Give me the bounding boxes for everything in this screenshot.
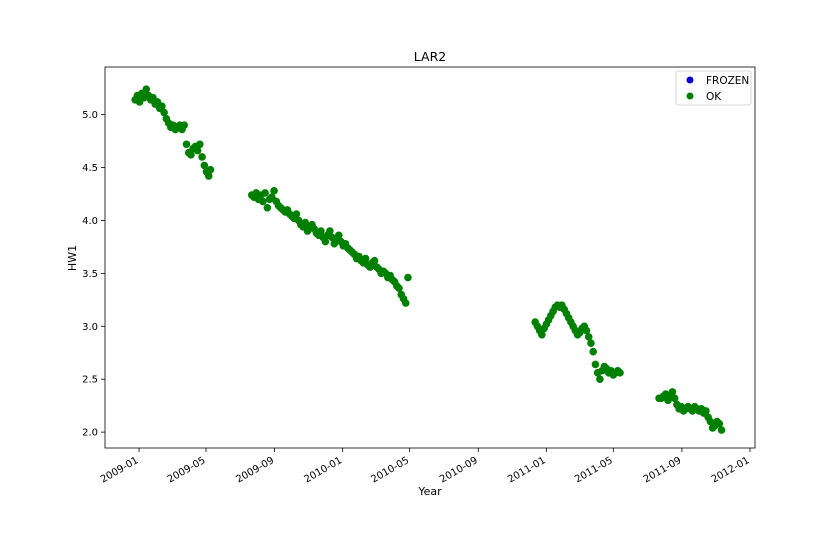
data-point bbox=[584, 333, 593, 341]
legend-label-frozen: FROZEN bbox=[706, 75, 749, 87]
data-point bbox=[589, 347, 597, 356]
x-tick-label: 2009-05 bbox=[166, 455, 208, 485]
plot-frame bbox=[104, 66, 756, 449]
x-axis-label: Year bbox=[417, 485, 442, 498]
y-tick-label: 2.5 bbox=[82, 375, 98, 386]
data-point bbox=[261, 189, 269, 197]
data-point bbox=[538, 330, 546, 339]
y-tick-label: 4.5 bbox=[82, 163, 98, 174]
data-point bbox=[587, 339, 595, 348]
x-tick-label: 2009-09 bbox=[234, 455, 276, 485]
data-point bbox=[198, 153, 206, 161]
data-point bbox=[668, 388, 677, 396]
legend: FROZEN OK bbox=[675, 70, 752, 106]
data-point bbox=[616, 369, 624, 377]
data-point bbox=[401, 299, 410, 307]
data-point bbox=[317, 227, 325, 235]
data-point bbox=[404, 273, 412, 282]
data-point bbox=[361, 254, 370, 263]
data-point bbox=[200, 161, 209, 170]
y-axis-label: HW1 bbox=[66, 245, 79, 271]
data-point bbox=[292, 210, 301, 218]
y-tick-label: 4.0 bbox=[82, 216, 98, 227]
data-point bbox=[270, 187, 278, 195]
data-point bbox=[196, 140, 204, 149]
data-point bbox=[263, 203, 272, 212]
data-point bbox=[204, 172, 213, 180]
data-point bbox=[158, 102, 166, 110]
x-tick-label: 2012-01 bbox=[710, 455, 752, 485]
data-point bbox=[717, 426, 726, 434]
data-point bbox=[702, 407, 710, 415]
x-tick-label: 2011-09 bbox=[642, 455, 684, 485]
legend-marker-ok bbox=[686, 92, 694, 100]
y-tick-label: 3.5 bbox=[82, 269, 98, 280]
data-point bbox=[395, 284, 403, 292]
x-tick-label: 2010-05 bbox=[369, 455, 411, 485]
data-point bbox=[182, 140, 191, 149]
y-tick-label: 5.0 bbox=[82, 110, 98, 121]
data-point bbox=[206, 165, 215, 174]
data-point bbox=[596, 375, 604, 384]
data-point bbox=[582, 326, 591, 335]
data-point bbox=[370, 256, 379, 265]
data-point bbox=[715, 419, 724, 428]
data-point bbox=[187, 151, 195, 159]
data-point bbox=[670, 394, 679, 403]
x-tick-label: 2010-01 bbox=[302, 455, 344, 485]
legend-marker-frozen bbox=[686, 76, 694, 84]
y-axis: 2.0 2.5 3.0 3.5 4.0 4.5 5.0 bbox=[82, 110, 105, 439]
data-point bbox=[259, 197, 267, 206]
data-point bbox=[326, 227, 334, 235]
y-tick-label: 2.0 bbox=[82, 428, 98, 439]
chart-title: LAR2 bbox=[414, 49, 446, 64]
data-point bbox=[591, 360, 600, 369]
legend-label-ok: OK bbox=[706, 91, 722, 103]
x-tick-label: 2009-01 bbox=[99, 455, 141, 485]
data-point bbox=[180, 121, 189, 130]
data-point bbox=[142, 85, 151, 94]
x-tick-label: 2011-05 bbox=[573, 455, 615, 485]
data-point bbox=[160, 108, 168, 117]
x-axis: 2009-01 2009-05 2009-09 2010-01 2010-05 2010-… bbox=[99, 448, 752, 485]
data-point bbox=[193, 146, 202, 155]
y-tick-label: 3.0 bbox=[82, 322, 98, 333]
legend-box bbox=[675, 70, 752, 106]
x-tick-label: 2010-09 bbox=[438, 455, 480, 485]
plot-points bbox=[131, 85, 726, 434]
x-tick-label: 2011-01 bbox=[506, 455, 548, 485]
data-point bbox=[321, 237, 330, 246]
data-point bbox=[334, 231, 343, 240]
